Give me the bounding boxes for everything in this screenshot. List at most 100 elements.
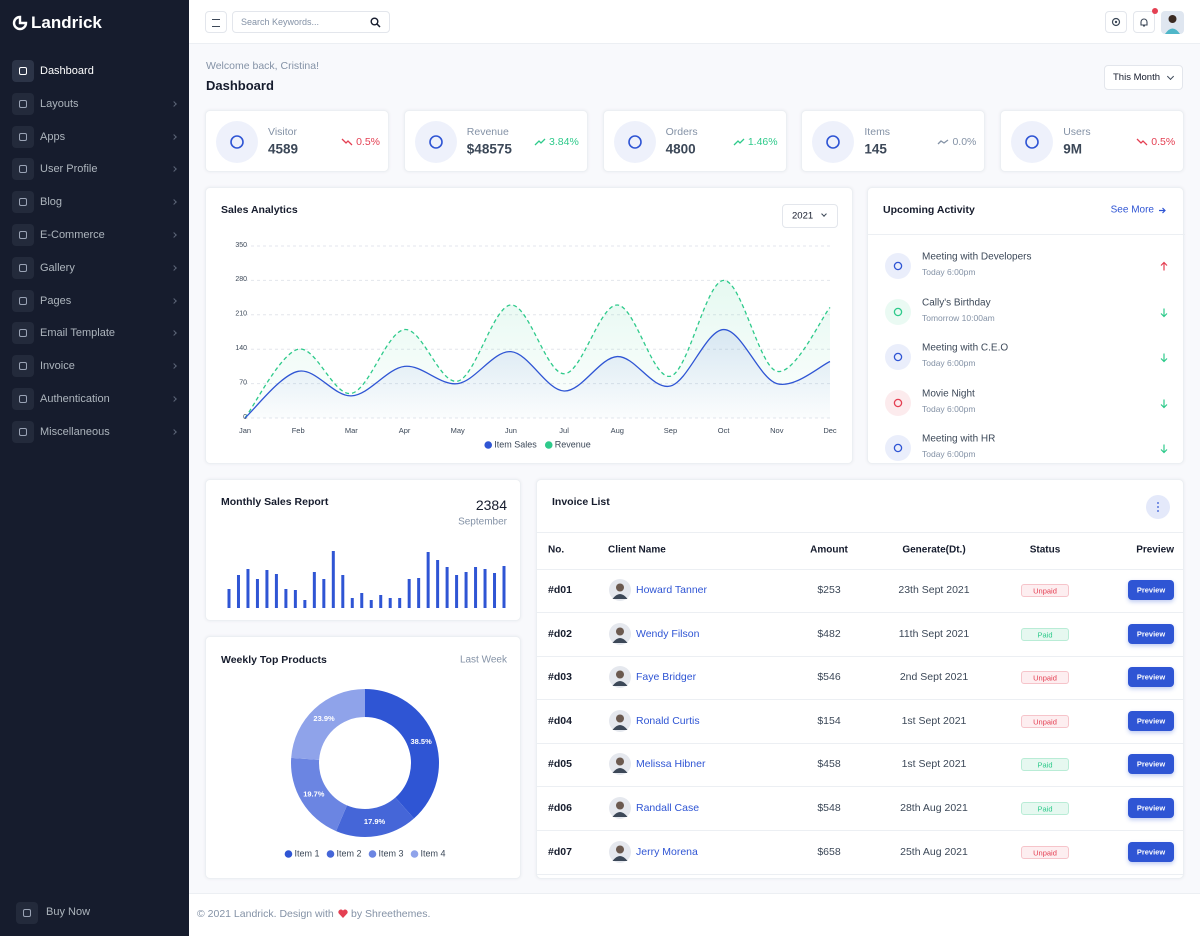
search-box[interactable]: Search Keywords... [232,11,390,33]
menu-icon-glyph [19,132,27,141]
avatar-head [616,583,624,592]
year-select[interactable]: 2021 [782,204,838,228]
legend: Item Sales Revenue [484,439,591,449]
stat-icon-glyph [428,135,443,149]
sales-period: September [458,516,507,528]
preview-button[interactable]: Preview [1128,710,1174,731]
client-name[interactable]: Randall Case [636,802,700,814]
client-name[interactable]: Wendy Filson [636,627,700,640]
preview-button[interactable]: Preview [1128,667,1174,688]
menu-toggle[interactable] [205,11,227,33]
x-tick-label: Nov [770,426,784,435]
preview-button[interactable]: Preview [1128,623,1174,644]
legend-marker [326,850,335,858]
avatar-head [616,757,624,766]
glyph [627,135,642,149]
menu-item[interactable]: E-Commerce [0,221,189,249]
client-name[interactable]: Ronald Curtis [636,714,700,727]
credit: by Shreethemes. [351,908,431,920]
menu-item[interactable]: Pages [0,287,189,315]
menu-icon [12,322,34,345]
bar [417,578,421,608]
status-badge: Paid [1021,758,1069,772]
menu-icon-glyph [19,67,27,75]
preview-button[interactable]: Preview [1128,841,1174,862]
preview-label: Preview [1136,847,1166,857]
activity-time: Today 6:00pm [922,449,976,459]
activity-time: Tomorrow 10:00am [922,312,995,323]
stat-value: $48575 [466,141,512,157]
menu-item[interactable]: Miscellaneous [0,418,189,446]
x-tick-label: Mar [345,426,358,435]
menu-item[interactable]: Blog [0,188,189,216]
legend-label: Item 1 [294,848,319,858]
invoice-no: #d02 [548,627,572,640]
bar [322,579,326,608]
menu-item[interactable]: Layouts [0,90,189,118]
preview-button[interactable]: Preview [1128,580,1174,600]
x-tick-label: Feb [292,426,305,435]
preview-button[interactable]: Preview [1128,798,1174,818]
buy-now[interactable]: Buy Now [16,902,176,924]
menu-item[interactable]: Authentication [0,385,189,413]
user-avatar[interactable] [1161,11,1184,34]
menu-icon-glyph [19,263,27,272]
legend-marker [544,441,553,449]
client-name[interactable]: Melissa Hibner [636,758,706,771]
menu-label: User Profile [40,163,98,176]
stat-icon [414,121,457,163]
client-name[interactable]: Jerry Morena [636,845,698,858]
menu-item[interactable]: Gallery [0,254,189,282]
see-more-link[interactable]: See More [1110,204,1154,216]
slice-label: 23.9% [313,714,335,723]
menu-item[interactable]: Email Template [0,319,189,347]
invoice-card: Invoice List No. Client Name Amount Generate… [536,479,1184,879]
activity-direction [1160,261,1168,271]
heart-icon [338,909,348,918]
arrow [1160,399,1168,408]
menu-item[interactable]: Invoice [0,352,189,380]
bar [341,575,345,608]
notification-button[interactable] [1133,8,1158,33]
year-label: 2021 [792,210,814,222]
avatar-head [616,670,624,679]
status-label: Unpaid [1033,586,1057,596]
more-button[interactable] [1146,495,1170,519]
row-divider [537,612,1183,613]
menu-icon-glyph [19,198,27,207]
period-select[interactable]: This Month [1104,65,1183,90]
page-title: Dashboard [206,78,274,93]
menu-icon [12,191,34,214]
buy-now-icon [16,902,38,924]
brand-name: Landrick [31,13,102,32]
welcome-text: Welcome back, Cristina! [206,60,320,72]
invoice-date: 11th Sept 2021 [898,627,970,640]
menu-item[interactable]: Apps [0,123,189,151]
client-name[interactable]: Howard Tanner [636,584,708,596]
client-avatar [609,753,631,776]
status-label: Unpaid [1033,717,1057,727]
status-label: Paid [1037,630,1053,640]
activity-direction [1160,308,1168,317]
preview-button[interactable]: Preview [1128,754,1174,775]
legend-marker [410,850,419,858]
dot [1157,506,1159,508]
legend-marker [284,850,293,858]
settings-button[interactable] [1105,11,1127,33]
menu-label: Gallery [40,261,75,274]
stat-icon-glyph [1025,135,1039,149]
activity-direction [1160,353,1168,363]
bar [369,600,373,608]
column-header: No. [548,544,565,556]
y-tick-label: 280 [235,276,247,283]
menu-item[interactable]: User Profile [0,155,189,183]
stat-value: 145 [864,141,887,157]
chart-title: Sales Analytics [221,204,298,216]
avatar-body [612,768,628,774]
client-name[interactable]: Faye Bridger [636,671,697,684]
brand-logo [12,15,28,31]
stat-card: Orders 4800 1.46% [602,110,787,172]
bar [274,574,278,608]
menu-item[interactable]: Dashboard [0,57,189,85]
